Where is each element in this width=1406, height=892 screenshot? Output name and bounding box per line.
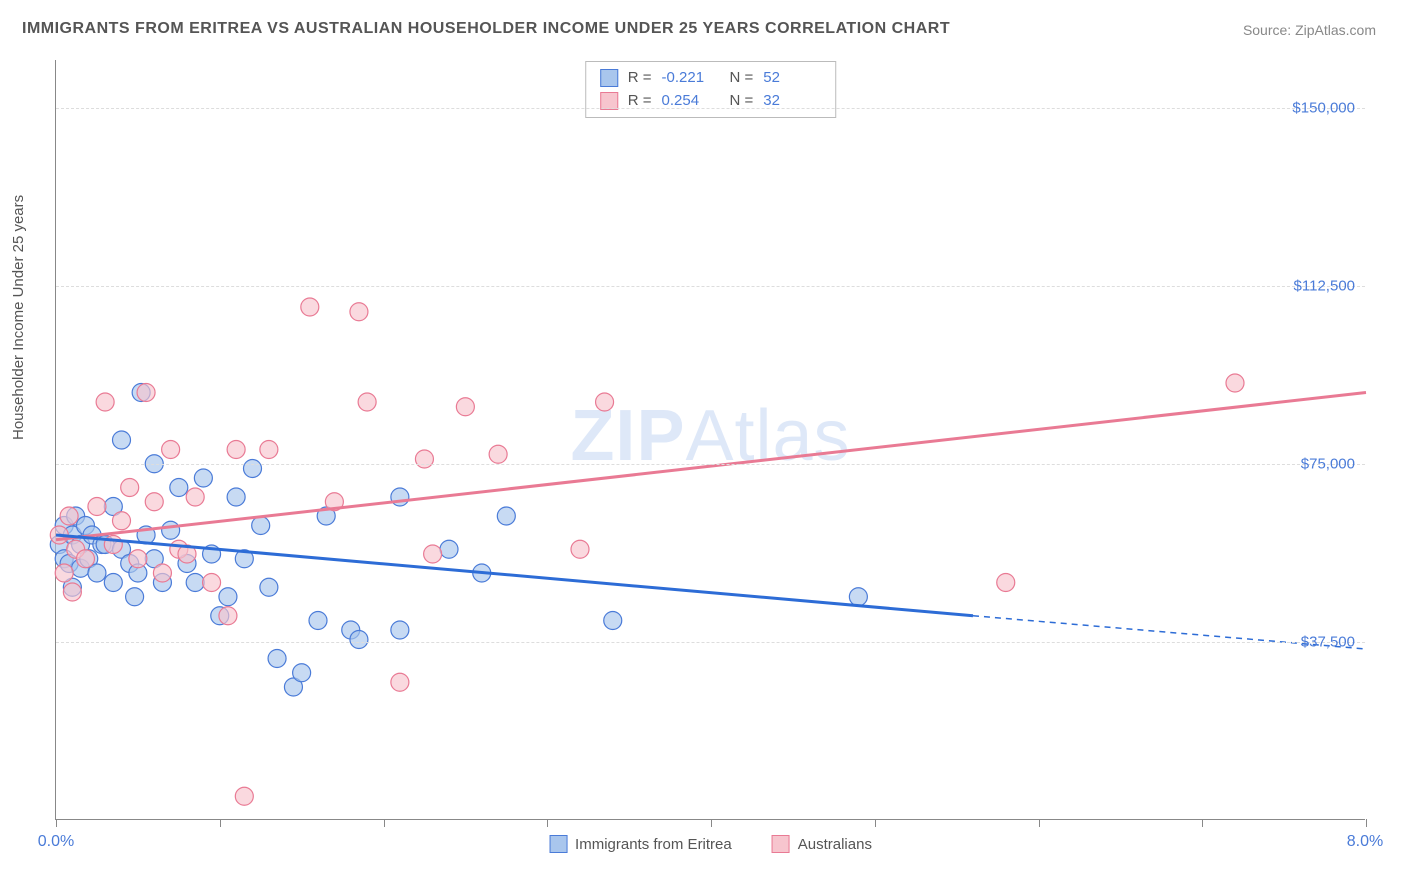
data-point[interactable] [186, 574, 204, 592]
data-point[interactable] [145, 493, 163, 511]
swatch-pink-icon [772, 835, 790, 853]
gridline-h [56, 642, 1365, 643]
data-point[interactable] [391, 673, 409, 691]
data-point[interactable] [219, 588, 237, 606]
data-point[interactable] [170, 479, 188, 497]
x-tick [220, 819, 221, 827]
data-point[interactable] [497, 507, 515, 525]
y-tick-label: $150,000 [1292, 99, 1355, 116]
data-point[interactable] [293, 664, 311, 682]
data-point[interactable] [162, 521, 180, 539]
y-tick-label: $112,500 [1294, 277, 1355, 294]
data-point[interactable] [260, 441, 278, 459]
y-tick-label: $37,500 [1301, 633, 1355, 650]
data-point[interactable] [391, 621, 409, 639]
chart-title: IMMIGRANTS FROM ERITREA VS AUSTRALIAN HO… [22, 20, 950, 38]
data-point[interactable] [153, 564, 171, 582]
data-point[interactable] [227, 488, 245, 506]
data-point[interactable] [997, 574, 1015, 592]
data-point[interactable] [268, 650, 286, 668]
data-point[interactable] [162, 441, 180, 459]
data-point[interactable] [227, 441, 245, 459]
data-point[interactable] [350, 303, 368, 321]
chart-container: IMMIGRANTS FROM ERITREA VS AUSTRALIAN HO… [0, 0, 1406, 892]
data-point[interactable] [301, 298, 319, 316]
x-tick [384, 819, 385, 827]
x-axis-min-label: 0.0% [38, 833, 74, 851]
data-point[interactable] [88, 498, 106, 516]
legend-label-australians: Australians [798, 836, 872, 853]
x-tick [875, 819, 876, 827]
source-label: Source: [1243, 22, 1291, 38]
data-point[interactable] [76, 550, 94, 568]
source-attribution: Source: ZipAtlas.com [1243, 22, 1376, 38]
source-link[interactable]: ZipAtlas.com [1295, 22, 1376, 38]
data-point[interactable] [121, 479, 139, 497]
data-point[interactable] [1226, 374, 1244, 392]
data-point[interactable] [252, 517, 270, 535]
x-tick [547, 819, 548, 827]
data-point[interactable] [137, 384, 155, 402]
x-tick [1202, 819, 1203, 827]
data-point[interactable] [113, 431, 131, 449]
data-point[interactable] [126, 588, 144, 606]
x-tick [1366, 819, 1367, 827]
data-point[interactable] [60, 507, 78, 525]
data-point[interactable] [203, 574, 221, 592]
legend-item-eritrea[interactable]: Immigrants from Eritrea [549, 835, 732, 853]
data-point[interactable] [219, 607, 237, 625]
data-point[interactable] [604, 612, 622, 630]
data-point[interactable] [849, 588, 867, 606]
data-point[interactable] [489, 445, 507, 463]
data-point[interactable] [260, 578, 278, 596]
data-point[interactable] [235, 787, 253, 805]
data-point[interactable] [113, 512, 131, 530]
gridline-h [56, 464, 1365, 465]
x-tick [1039, 819, 1040, 827]
data-point[interactable] [358, 393, 376, 411]
data-point[interactable] [350, 631, 368, 649]
data-point[interactable] [104, 574, 122, 592]
x-tick [56, 819, 57, 827]
data-point[interactable] [129, 550, 147, 568]
gridline-h [56, 286, 1365, 287]
plot-area: ZIPAtlas R = -0.221 N = 52 R = 0.254 N =… [55, 60, 1365, 820]
data-point[interactable] [55, 564, 73, 582]
gridline-h [56, 108, 1365, 109]
data-point[interactable] [440, 540, 458, 558]
legend-label-eritrea: Immigrants from Eritrea [575, 836, 732, 853]
swatch-blue-icon [549, 835, 567, 853]
data-point[interactable] [596, 393, 614, 411]
legend-item-australians[interactable]: Australians [772, 835, 872, 853]
data-point[interactable] [194, 469, 212, 487]
x-tick [711, 819, 712, 827]
data-point[interactable] [456, 398, 474, 416]
y-tick-label: $75,000 [1301, 455, 1355, 472]
x-axis-max-label: 8.0% [1347, 833, 1383, 851]
data-point[interactable] [186, 488, 204, 506]
data-point[interactable] [415, 450, 433, 468]
data-point[interactable] [244, 460, 262, 478]
data-point[interactable] [63, 583, 81, 601]
data-point[interactable] [424, 545, 442, 563]
data-point[interactable] [309, 612, 327, 630]
chart-svg [56, 60, 1365, 819]
y-axis-label: Householder Income Under 25 years [10, 195, 27, 440]
data-point[interactable] [571, 540, 589, 558]
bottom-legend: Immigrants from Eritrea Australians [549, 835, 872, 853]
data-point[interactable] [96, 393, 114, 411]
